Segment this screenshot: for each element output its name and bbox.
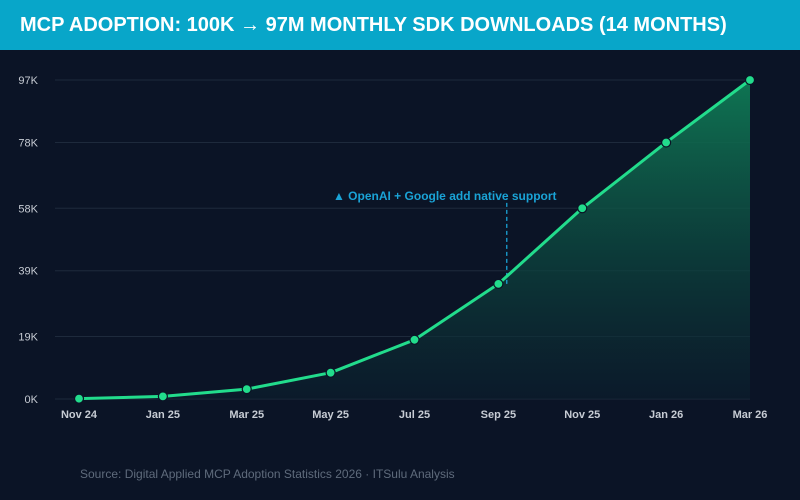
x-tick-label: Sep 25 [481, 409, 516, 421]
y-tick-label: 97K [18, 75, 38, 87]
data-point [744, 74, 756, 86]
y-tick-label: 78K [18, 137, 38, 149]
x-axis-ticks: Nov 24 Jan 25 Mar 25 May 25 Jul 25 Sep 25 Nov … [61, 409, 767, 421]
x-tick-label: Jan 25 [146, 409, 180, 421]
y-tick-label: 39K [18, 266, 38, 278]
data-point [661, 137, 672, 148]
data-point [409, 334, 420, 345]
area-fill-layer [79, 80, 750, 399]
x-tick-label: Mar 25 [229, 409, 264, 421]
data-point [157, 391, 168, 402]
annotation-label: ▲ OpenAI + Google add native support [333, 189, 557, 203]
data-points [73, 74, 756, 404]
y-tick-label: 58K [18, 203, 38, 215]
y-axis-ticks: 0K 19K 39K 58K 78K 97K [18, 75, 38, 406]
data-point [577, 203, 588, 214]
data-point [493, 278, 504, 289]
x-tick-label: Nov 25 [564, 409, 600, 421]
y-tick-label: 19K [18, 332, 38, 344]
annotation-layer: ▲ OpenAI + Google add native support [333, 189, 557, 284]
title-bar: MCP ADOPTION: 100K → 97M MONTHLY SDK DOW… [0, 0, 800, 50]
source-note: Source: Digital Applied MCP Adoption Sta… [80, 467, 455, 481]
x-tick-label: Jul 25 [399, 409, 430, 421]
y-tick-label: 0K [25, 394, 39, 406]
x-tick-label: Mar 26 [733, 409, 768, 421]
chart-title: MCP ADOPTION: 100K → 97M MONTHLY SDK DOW… [20, 14, 727, 36]
x-tick-label: May 25 [312, 409, 349, 421]
data-point [325, 367, 336, 378]
series-area [79, 80, 750, 399]
x-tick-label: Jan 26 [649, 409, 683, 421]
data-point [73, 393, 85, 404]
x-tick-label: Nov 24 [61, 409, 98, 421]
data-point [241, 384, 252, 395]
